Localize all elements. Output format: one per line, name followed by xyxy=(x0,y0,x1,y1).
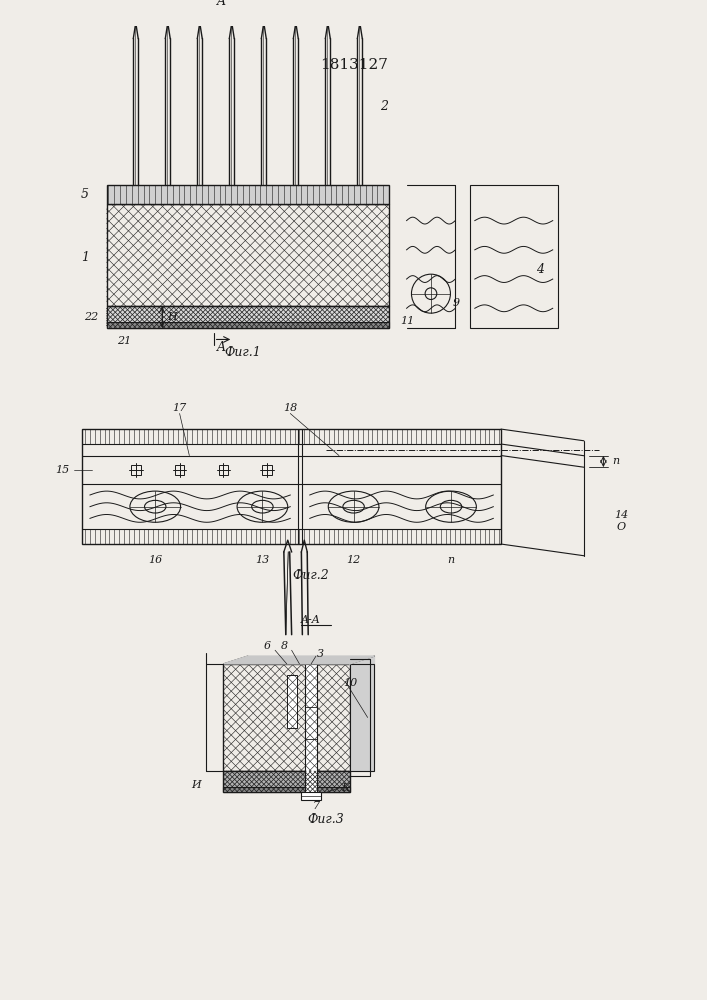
Text: A: A xyxy=(217,341,226,354)
Text: 15: 15 xyxy=(56,465,70,475)
Text: 17: 17 xyxy=(173,403,187,413)
Text: 9: 9 xyxy=(452,298,460,308)
Text: 4: 4 xyxy=(536,263,544,276)
Bar xyxy=(223,771,350,792)
Text: 12: 12 xyxy=(346,555,361,565)
Text: 1: 1 xyxy=(81,251,89,264)
Bar xyxy=(131,465,141,475)
Text: 7: 7 xyxy=(312,801,320,811)
Text: O: O xyxy=(617,522,626,532)
Text: A-A: A-A xyxy=(301,615,321,625)
Text: 21: 21 xyxy=(117,336,132,346)
Bar xyxy=(470,185,558,328)
Bar xyxy=(350,664,375,771)
Text: H: H xyxy=(167,312,177,322)
Text: 1813127: 1813127 xyxy=(320,58,388,72)
Bar xyxy=(218,465,228,475)
Text: 5: 5 xyxy=(81,188,89,201)
Text: И: И xyxy=(192,780,201,790)
Bar xyxy=(107,185,389,204)
Text: 13: 13 xyxy=(255,555,269,565)
Text: A: A xyxy=(217,0,226,8)
Bar xyxy=(223,787,350,792)
Text: 8: 8 xyxy=(281,641,288,651)
Text: 10: 10 xyxy=(343,678,357,688)
Text: Фиг.1: Фиг.1 xyxy=(225,346,262,359)
Text: 3: 3 xyxy=(317,649,325,659)
Text: 14: 14 xyxy=(614,510,628,520)
Text: К: К xyxy=(341,783,349,793)
Text: 6: 6 xyxy=(264,641,271,651)
Bar xyxy=(301,792,321,800)
Text: Фиг.2: Фиг.2 xyxy=(293,569,329,582)
Bar xyxy=(262,465,272,475)
Text: n: n xyxy=(448,555,455,565)
Text: n: n xyxy=(612,456,619,466)
Text: 18: 18 xyxy=(283,403,298,413)
Bar xyxy=(107,204,389,306)
Bar xyxy=(175,465,185,475)
Bar xyxy=(107,306,389,328)
Bar xyxy=(82,429,501,544)
Text: 11: 11 xyxy=(400,316,415,326)
Bar xyxy=(223,664,350,771)
Bar xyxy=(305,664,317,794)
Text: 2: 2 xyxy=(380,100,388,113)
Text: Фиг.3: Фиг.3 xyxy=(308,813,344,826)
Polygon shape xyxy=(223,656,375,664)
Text: 16: 16 xyxy=(148,555,163,565)
Bar xyxy=(107,322,389,328)
Polygon shape xyxy=(350,656,375,771)
Text: 22: 22 xyxy=(84,312,98,322)
Bar xyxy=(287,675,296,728)
